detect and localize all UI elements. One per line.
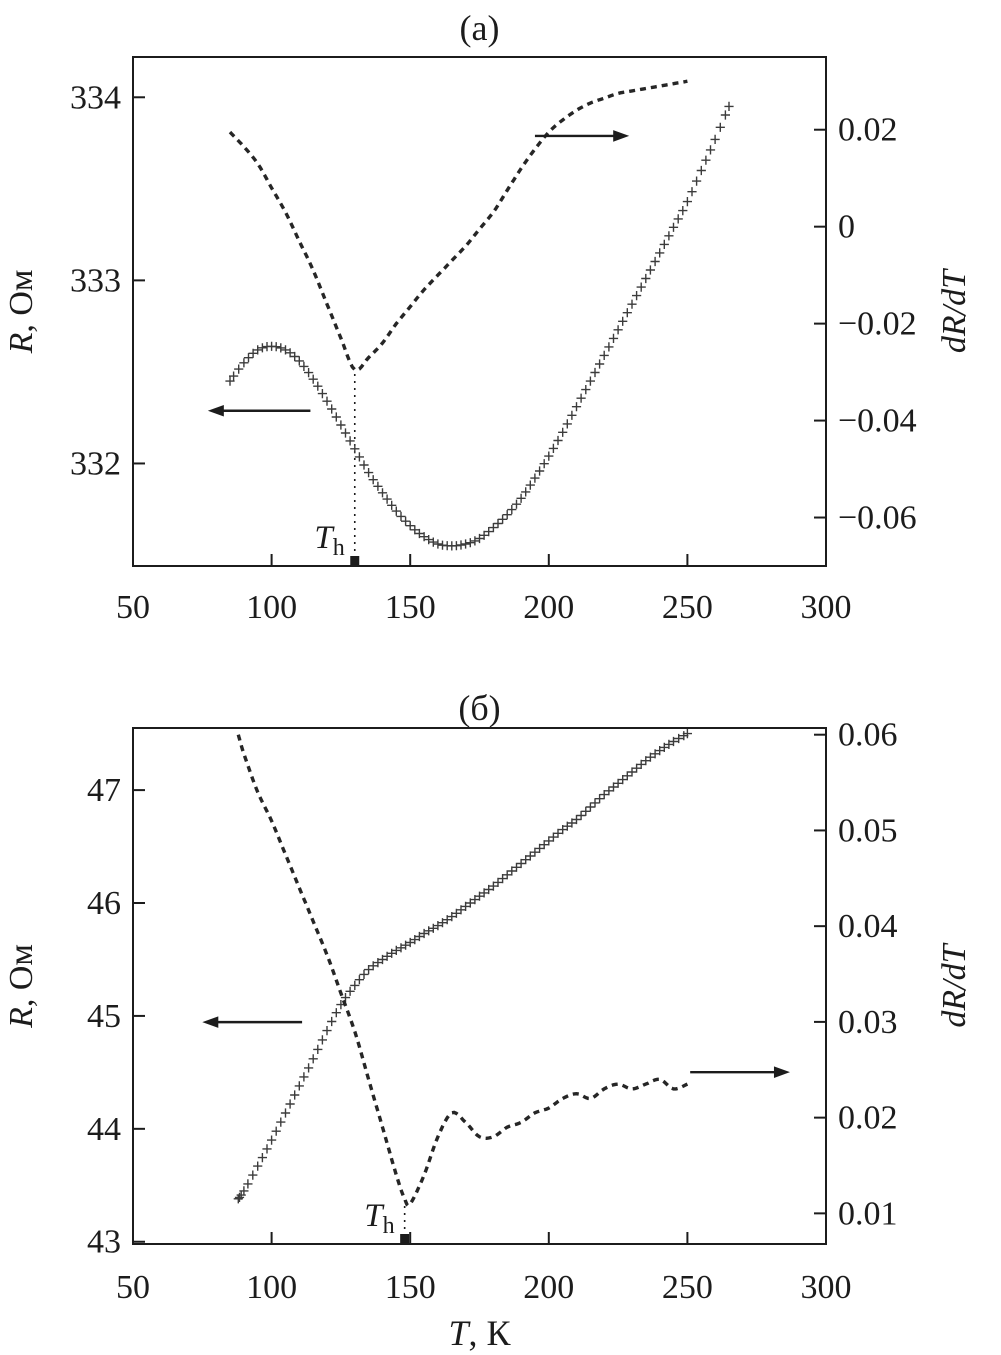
left-tick-label: 46 xyxy=(87,885,121,922)
th-label: Th xyxy=(364,1198,394,1239)
chart-svg-b: (б) 50 100 150 200 250 300 43 44 45 46 47 0.01 0.02 0.… xyxy=(3,690,973,1353)
x-tick-label: 150 xyxy=(385,589,436,626)
right-axis-label: dR/dT xyxy=(936,942,973,1027)
panel-b: (б) 50 100 150 200 250 300 43 44 45 46 47 0.01 0.02 0.… xyxy=(0,690,1001,1355)
x-tick-label: 250 xyxy=(662,1269,713,1306)
left-tick-label: 47 xyxy=(87,772,121,809)
left-tick-label: 45 xyxy=(87,998,121,1035)
right-tick-label: 0.02 xyxy=(838,1100,898,1137)
left-axis-label: R, Ом xyxy=(3,270,40,355)
x-axis-label: T, К xyxy=(448,1313,511,1353)
right-tick-label: −0.02 xyxy=(838,306,917,343)
th-label: Th xyxy=(314,520,344,561)
left-axis-label: R, Ом xyxy=(3,944,40,1029)
panel-title: (а) xyxy=(460,8,500,48)
x-tick-label: 250 xyxy=(662,589,713,626)
right-tick-label: 0.03 xyxy=(838,1004,898,1041)
series-resistance-plus-markers xyxy=(225,101,734,551)
panel-title: (б) xyxy=(458,690,500,728)
series-derivative-dashed xyxy=(236,734,689,1208)
chart-svg-a: (а) 50 100 150 200 250 300 332 333 334 0.02 0 −0.02 −… xyxy=(3,8,973,626)
x-tick-label: 100 xyxy=(246,1269,297,1306)
arrow-head-right-icon xyxy=(773,1066,790,1078)
x-tick-label: 200 xyxy=(523,589,574,626)
panel-a: (а) 50 100 150 200 250 300 332 333 334 0.02 0 −0.02 −… xyxy=(3,8,973,626)
arrow-head-right-icon xyxy=(613,130,630,142)
arrow-head-left-icon xyxy=(207,404,224,417)
left-tick-label: 334 xyxy=(70,79,121,116)
left-tick-label: 43 xyxy=(87,1224,121,1261)
left-tick-label: 332 xyxy=(70,445,121,482)
right-tick-label: 0.01 xyxy=(838,1195,898,1232)
series-resistance-plus-markers xyxy=(233,729,692,1204)
left-tick-label: 44 xyxy=(87,1111,121,1148)
x-tick-label: 200 xyxy=(523,1269,574,1306)
plot-frame xyxy=(132,56,827,567)
left-tick-label: 333 xyxy=(70,262,121,299)
right-axis-label: dR/dT xyxy=(936,268,973,353)
right-tick-label: 0.02 xyxy=(838,112,898,149)
x-tick-label: 150 xyxy=(385,1269,436,1306)
series-derivative-dashed xyxy=(228,79,688,372)
x-tick-label: 50 xyxy=(116,1269,150,1306)
th-marker-square xyxy=(400,1234,410,1243)
right-tick-label: 0 xyxy=(838,209,855,246)
x-tick-label: 300 xyxy=(801,589,852,626)
x-tick-label: 100 xyxy=(246,589,297,626)
right-tick-label: 0.04 xyxy=(838,908,898,945)
plot-frame xyxy=(132,727,827,1245)
right-tick-label: −0.06 xyxy=(838,500,917,537)
x-tick-label: 50 xyxy=(116,589,150,626)
right-tick-label: 0.06 xyxy=(838,717,898,754)
arrow-head-left-icon xyxy=(202,1016,219,1028)
right-tick-label: −0.04 xyxy=(838,403,917,440)
right-tick-label: 0.05 xyxy=(838,812,898,849)
x-tick-label: 300 xyxy=(801,1269,852,1306)
th-marker-square xyxy=(350,556,360,565)
